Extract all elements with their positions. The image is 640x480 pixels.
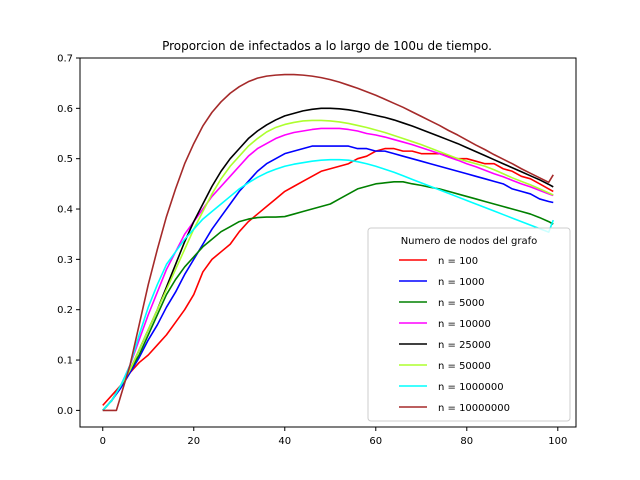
series-line-3 (102, 181, 554, 411)
legend-label: n = 25000 (438, 340, 491, 351)
y-tick-label: 0.1 (57, 356, 73, 367)
x-axis: 0 20 40 60 80 100 (100, 427, 567, 447)
legend-label: n = 5000 (438, 298, 485, 309)
legend-title: Numero de nodos del grafo (401, 236, 538, 247)
y-tick-label: 0.6 (57, 104, 73, 115)
y-axis: 0.0 0.1 0.2 0.3 0.4 0.5 0.6 0.7 (57, 54, 80, 417)
y-tick-label: 0.3 (57, 255, 73, 266)
legend-items: n = 100 n = 1000 n = 5000 n = 10000 n = 2500… (399, 256, 510, 414)
series-line-4 (102, 127, 554, 411)
series-line-7 (102, 158, 554, 411)
series-line-8 (102, 73, 554, 412)
x-tick-label: 60 (369, 436, 382, 447)
legend-label: n = 1000 (438, 277, 485, 288)
y-tick-label: 0.4 (57, 205, 73, 216)
y-tick-label: 0.7 (57, 54, 73, 65)
legend-label: n = 50000 (438, 361, 491, 372)
x-tick-label: 20 (187, 436, 200, 447)
y-tick-label: 0.5 (57, 154, 73, 165)
legend-label: n = 100 (438, 256, 478, 267)
legend-label: n = 10000 (438, 319, 491, 330)
series-line-6 (102, 119, 554, 411)
plot-frame (79, 57, 577, 428)
legend-label: n = 1000000 (438, 382, 504, 393)
legend-box (367, 227, 571, 422)
legend-label: n = 10000000 (438, 403, 510, 414)
chart-title: Proporcion de infectados a lo largo de 1… (162, 39, 492, 53)
x-tick-label: 40 (278, 436, 291, 447)
series-line-2 (102, 145, 554, 411)
series-line-1 (102, 147, 554, 406)
series-line-5 (102, 107, 554, 411)
y-tick-label: 0.0 (57, 406, 73, 417)
y-tick-label: 0.2 (57, 305, 73, 316)
x-tick-label: 100 (548, 436, 567, 447)
x-tick-label: 80 (460, 436, 473, 447)
x-tick-label: 0 (100, 436, 106, 447)
plot-area (102, 73, 554, 412)
